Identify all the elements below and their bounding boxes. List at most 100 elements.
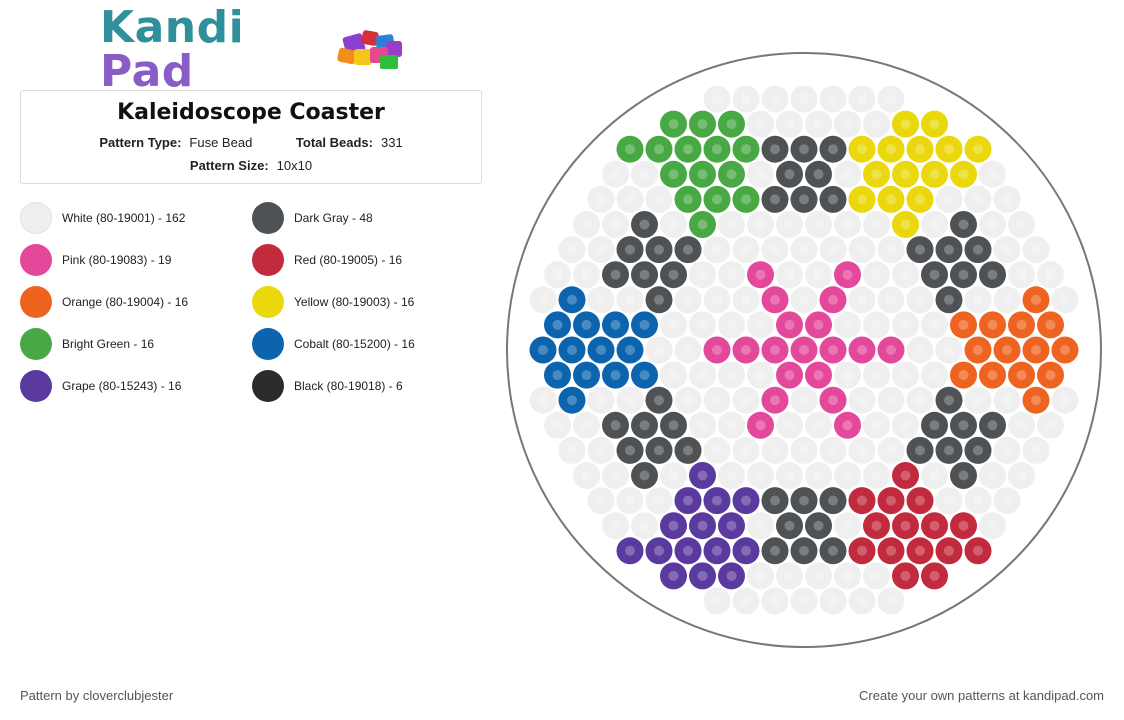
bead-hole	[712, 345, 722, 355]
bead	[935, 286, 963, 314]
bead-hole	[654, 495, 664, 506]
bead-hole	[770, 244, 780, 255]
bead	[819, 386, 847, 414]
bead	[950, 361, 977, 389]
bead-hole	[857, 194, 867, 205]
bead-hole	[1016, 370, 1027, 381]
bead	[935, 185, 963, 213]
bead-hole	[842, 370, 853, 381]
bead-hole	[886, 345, 896, 355]
legend-label: Grape (80-15243) - 16	[62, 379, 182, 393]
bead	[819, 587, 847, 615]
bead-hole	[581, 420, 592, 431]
bead	[602, 462, 629, 489]
bead-hole	[1031, 244, 1041, 255]
bead	[776, 562, 803, 590]
bead	[790, 537, 818, 565]
bead-hole	[973, 495, 983, 506]
bead	[674, 537, 702, 565]
bead	[732, 85, 760, 113]
bead-hole	[581, 219, 592, 230]
bead-hole	[813, 470, 824, 481]
bead-hole	[929, 570, 940, 581]
bead	[1037, 261, 1064, 289]
bead	[747, 512, 774, 540]
bead-hole	[842, 570, 853, 581]
bead-hole	[712, 94, 722, 104]
bead-hole	[958, 269, 969, 280]
kandipad-logo[interactable]: Kandi Pad	[100, 6, 410, 94]
bead-hole	[842, 470, 853, 481]
bead	[631, 160, 658, 188]
bead-hole	[712, 244, 722, 255]
bead	[544, 411, 571, 439]
bead	[819, 436, 847, 464]
bead	[877, 436, 905, 464]
bead-hole	[857, 395, 867, 406]
bead-hole	[1002, 395, 1012, 406]
bead-hole	[639, 269, 650, 280]
bead-hole	[1002, 345, 1012, 355]
bead-hole	[755, 570, 766, 581]
bead	[834, 512, 861, 540]
kandipad-promo-link[interactable]: Create your own patterns at kandipad.com	[859, 688, 1104, 703]
bead	[848, 85, 876, 113]
bead-hole	[741, 194, 751, 205]
bead-hole	[726, 119, 737, 130]
bead-hole	[596, 194, 606, 205]
bead	[790, 236, 818, 264]
bead	[805, 562, 832, 590]
bead	[703, 185, 731, 213]
bead	[834, 261, 861, 289]
bead	[1008, 411, 1035, 439]
bead-hole	[784, 570, 795, 581]
bead-hole	[958, 219, 969, 230]
bead	[993, 386, 1021, 414]
bead-hole	[639, 169, 650, 180]
bead-hole	[987, 370, 998, 381]
bead	[660, 512, 687, 540]
bead	[645, 236, 673, 264]
bead	[660, 110, 687, 138]
bead-hole	[668, 119, 679, 130]
bead-hole	[828, 395, 838, 406]
bead-hole	[915, 395, 925, 406]
bead	[834, 361, 861, 389]
bead	[935, 386, 963, 414]
pattern-info-card: Kaleidoscope Coaster Pattern Type: Fuse B…	[20, 90, 482, 184]
bead-hole	[813, 570, 824, 581]
bead-hole	[654, 395, 664, 406]
bead	[761, 185, 789, 213]
bead-hole	[1060, 294, 1070, 305]
bead	[892, 562, 919, 590]
bead-hole	[828, 94, 838, 104]
bead-hole	[828, 345, 838, 355]
bead-hole	[581, 470, 592, 481]
bead	[863, 562, 890, 590]
bead	[602, 211, 629, 238]
bead-hole	[538, 345, 548, 355]
bead	[964, 336, 992, 364]
bead-hole	[857, 445, 867, 456]
bead	[616, 185, 644, 213]
bead	[790, 85, 818, 113]
legend-label: White (80-19001) - 162	[62, 211, 186, 225]
bead	[747, 411, 774, 439]
bead	[921, 311, 948, 339]
bead-hole	[973, 395, 983, 406]
bead-hole	[770, 144, 780, 155]
bead	[631, 512, 658, 540]
bead	[616, 336, 644, 364]
bead	[587, 336, 615, 364]
total-beads-label: Total Beads:	[295, 135, 373, 150]
bead-hole	[915, 445, 925, 456]
pattern-credit[interactable]: Pattern by cloverclubjester	[20, 688, 174, 703]
bead-hole	[784, 269, 795, 280]
bead	[689, 411, 716, 439]
bead-hole	[654, 244, 664, 255]
bead-hole	[625, 345, 635, 355]
bead	[631, 211, 658, 238]
bead-hole	[654, 545, 664, 556]
bead	[1008, 211, 1035, 238]
bead	[616, 286, 644, 314]
